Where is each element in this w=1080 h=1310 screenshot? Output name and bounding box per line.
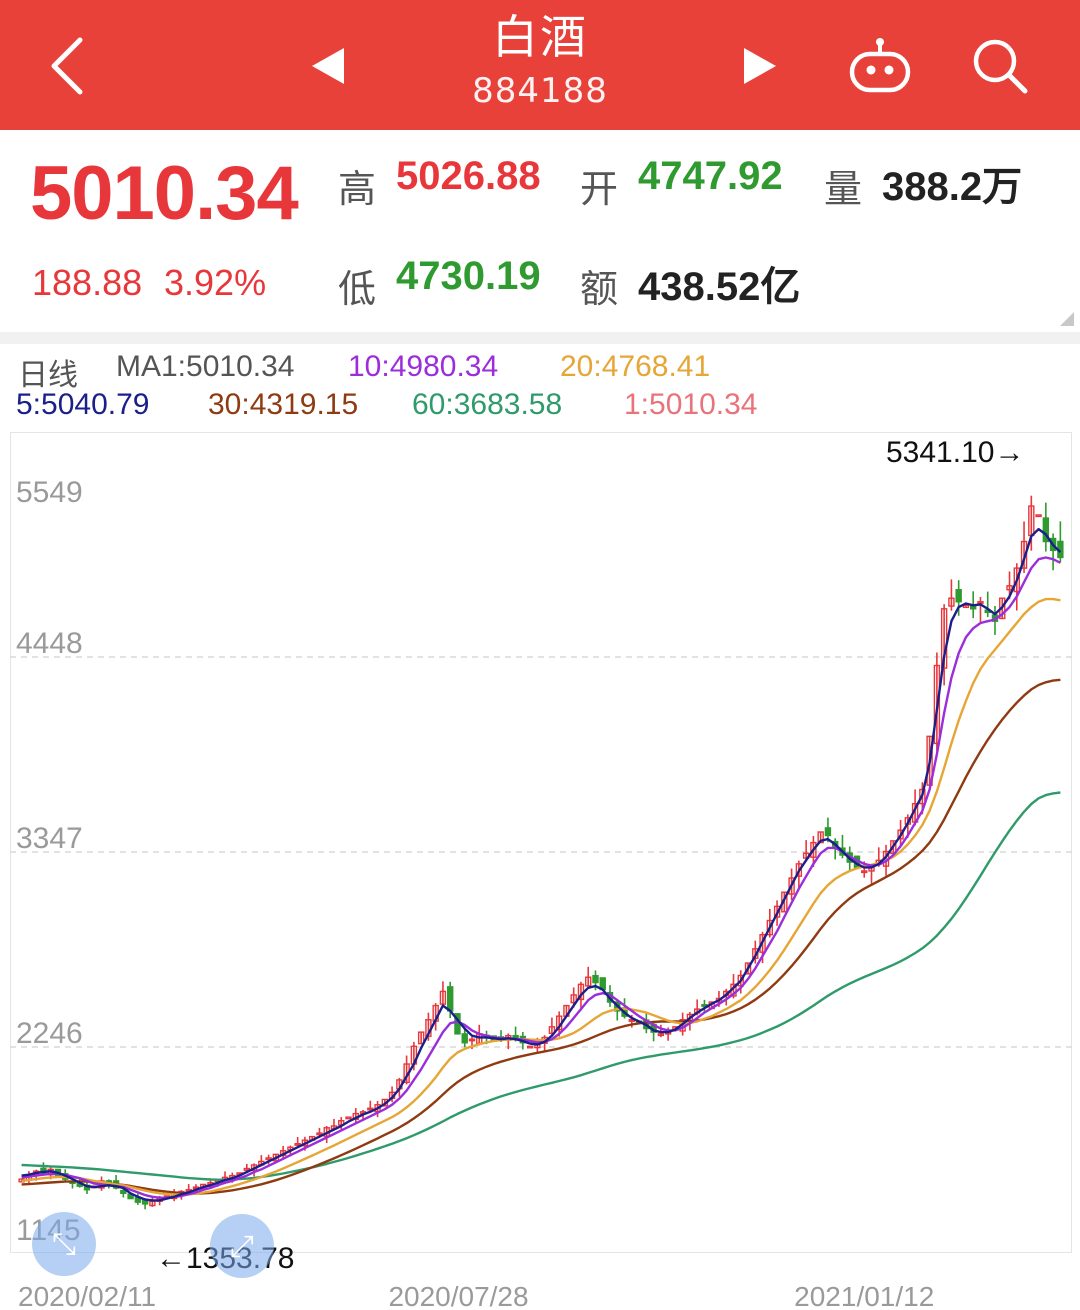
arrows-collapse-icon: ⤡ (52, 1226, 76, 1262)
expand-corner-icon[interactable] (1060, 312, 1074, 326)
ma30-legend: 30:4319.15 (208, 388, 359, 421)
candle-body (316, 1132, 323, 1136)
collapse-button[interactable]: ⤡ (32, 1212, 96, 1276)
candle-body (468, 1038, 476, 1042)
next-stock-button[interactable] (730, 34, 790, 98)
period-label[interactable]: 日线 (18, 359, 78, 392)
candle-body (810, 841, 817, 858)
candle-body (367, 1107, 374, 1111)
ma1b-legend: 1:5010.34 (624, 388, 758, 421)
ma60-line (21, 791, 1061, 1181)
stock-title: 白酒 884188 (390, 6, 690, 114)
candle-body (657, 1033, 665, 1037)
chevron-left-icon (51, 37, 83, 95)
candle-body (955, 589, 962, 603)
back-button[interactable] (28, 30, 108, 102)
ma5-line (21, 527, 1062, 1202)
ma20-legend: 20:4768.41 (560, 350, 711, 383)
y-tick-label: 2246 (16, 1017, 83, 1050)
candle-body (962, 604, 970, 609)
candle-body (439, 990, 447, 1005)
amount-label: 额 (580, 267, 619, 311)
arrows-expand-icon: ⤢ (230, 1228, 254, 1264)
candle-body (824, 827, 832, 837)
prev-stock-button[interactable] (298, 34, 358, 98)
triangle-right-icon (744, 48, 776, 84)
candle-body (447, 986, 454, 1012)
x-tick-label: 2020/07/28 (388, 1281, 528, 1310)
candle-body (737, 974, 744, 987)
robot-icon (849, 38, 911, 93)
candle-body (919, 788, 926, 805)
candle-body (933, 664, 941, 745)
candle-body (744, 962, 752, 975)
candle-body (948, 597, 955, 607)
open-label: 开 (580, 167, 619, 211)
ma60-legend: 60:3683.58 (412, 388, 563, 421)
stock-code: 884188 (472, 71, 608, 111)
candle-body (788, 877, 795, 895)
stock-name: 白酒 (492, 10, 588, 64)
expand-button[interactable]: ⤢ (210, 1214, 274, 1278)
x-tick-label: 2020/02/11 (18, 1281, 156, 1310)
ma1-legend: MA1:5010.34 (116, 350, 295, 383)
chart-frame (10, 432, 1072, 1253)
candle-body (1006, 585, 1013, 591)
y-tick-label: 5549 (16, 476, 83, 509)
volume-value: 388.2万 (882, 165, 1023, 209)
kline-chart-svg[interactable]: 554944483347224611452020/02/112020/07/28… (10, 432, 1072, 1310)
x-tick-label: 2021/01/12 (794, 1281, 934, 1310)
candle-body (461, 1033, 468, 1044)
volume-label: 量 (824, 167, 863, 211)
candle-body (592, 974, 599, 984)
candle-body (759, 934, 766, 953)
candle-body (243, 1167, 251, 1171)
max-annotation: 5341.10→ (886, 436, 1024, 469)
candle-body (1035, 514, 1042, 518)
candle-body (1042, 517, 1050, 543)
price-change: 188.88 (32, 262, 143, 303)
low-label: 低 (338, 267, 377, 311)
ma30-line (21, 678, 1061, 1195)
price-change-percent: 3.92% (164, 262, 267, 303)
low-value: 4730.19 (396, 254, 541, 298)
ma10-legend: 10:4980.34 (348, 350, 499, 383)
ma20-line (21, 597, 1061, 1196)
candle-body (773, 905, 781, 918)
triangle-left-icon (312, 48, 344, 84)
robot-assistant-button[interactable] (840, 28, 920, 104)
header-bar: 白酒 884188 (0, 0, 1080, 130)
high-label: 高 (338, 167, 377, 211)
search-button[interactable] (960, 28, 1040, 104)
candle-body (417, 1031, 425, 1045)
high-value: 5026.88 (396, 154, 541, 198)
last-price: 5010.34 (30, 151, 299, 236)
y-tick-label: 3347 (16, 822, 83, 855)
search-icon (973, 39, 1028, 94)
open-value: 4747.92 (638, 154, 783, 198)
candle-body (861, 870, 868, 874)
quote-panel: 5010.34 188.88 3.92% 高 5026.88 开 4747.92… (0, 130, 1080, 332)
candle-body (294, 1143, 301, 1146)
candle-body (120, 1189, 127, 1194)
candle-body (265, 1157, 272, 1161)
section-divider (0, 332, 1080, 344)
candle-body (1013, 567, 1020, 593)
candle-body (526, 1045, 534, 1049)
candle-body (345, 1116, 352, 1120)
kline-chart[interactable]: 554944483347224611452020/02/112020/07/28… (10, 432, 1072, 1310)
candle-body (795, 863, 803, 877)
ma10-line (21, 556, 1061, 1199)
ma5-legend: 5:5040.79 (16, 388, 150, 421)
candle-body (548, 1026, 556, 1035)
candle-body (766, 919, 774, 936)
candle-body (897, 829, 904, 840)
candle-body (585, 976, 592, 987)
amount-value: 438.52亿 (638, 265, 801, 309)
y-tick-label: 4448 (16, 627, 83, 660)
candle-body (570, 994, 577, 1004)
